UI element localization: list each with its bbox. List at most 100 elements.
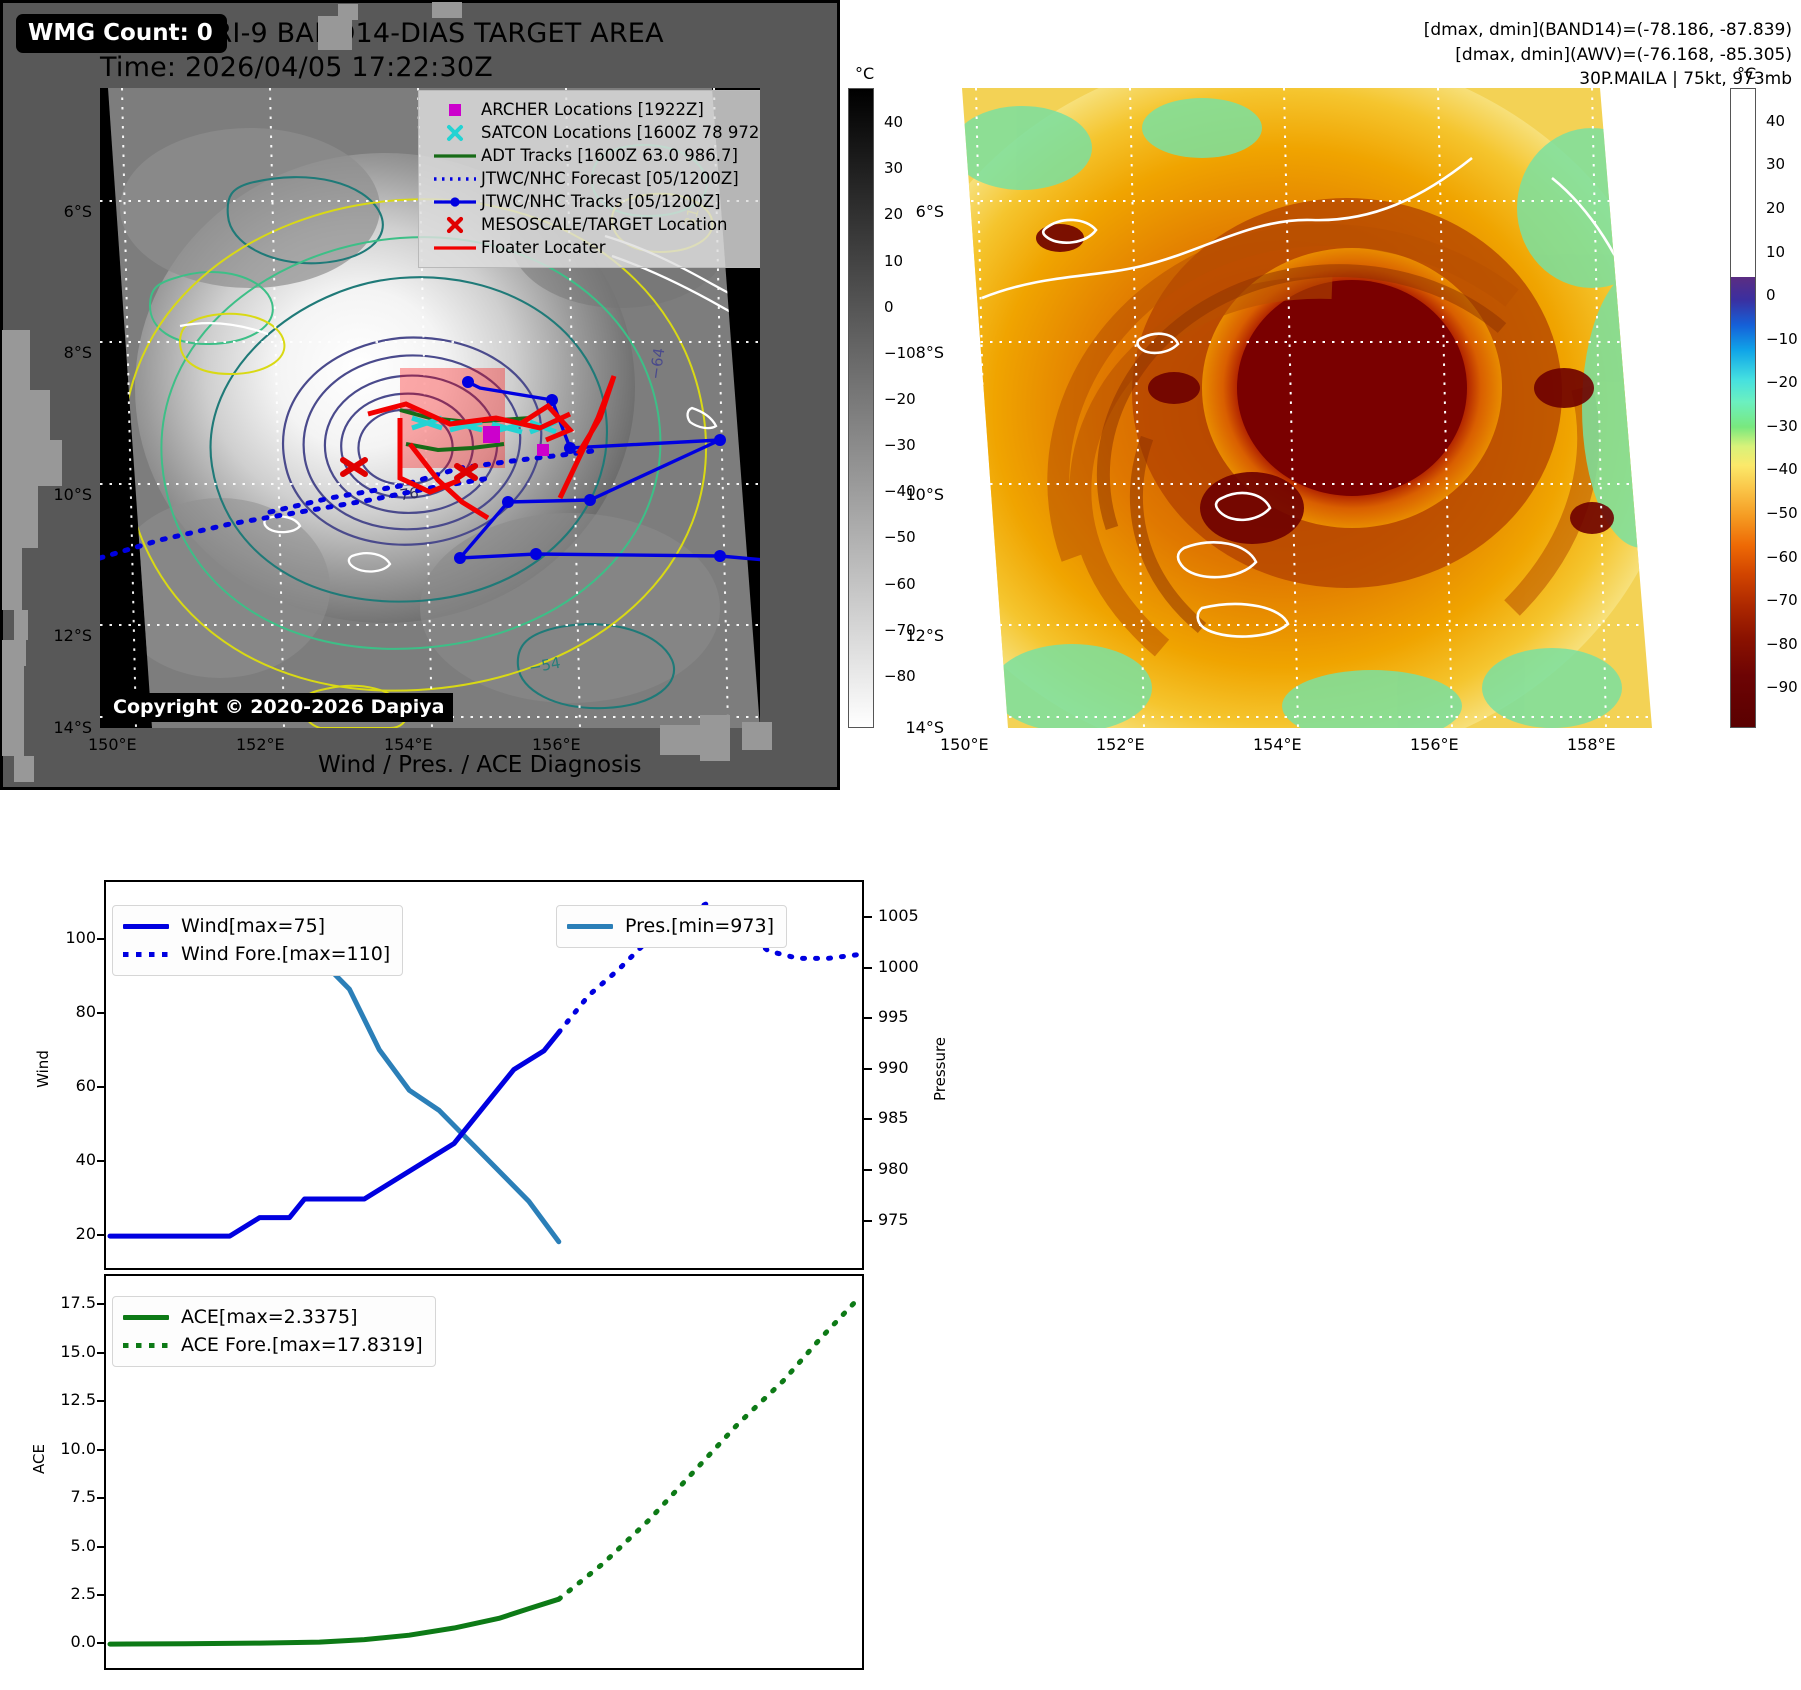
lon-tick: 158°E xyxy=(1567,735,1616,754)
colorbar-tick: −20 xyxy=(884,390,916,408)
x-marker-icon xyxy=(429,216,481,234)
colorbar-tick: −30 xyxy=(884,436,916,455)
x-marker-icon xyxy=(429,124,481,142)
ace-tick: 7.5 xyxy=(70,1487,96,1507)
solid-line-icon xyxy=(567,923,625,929)
wmg-cell xyxy=(2,548,22,610)
legend-label: Wind Fore.[max=110] xyxy=(181,942,391,965)
pressure-tick: 1005 xyxy=(878,906,919,926)
wind-tick: 80 xyxy=(75,1001,96,1021)
dmax-awv-text: [dmax, dmin](AWV)=(-76.168, -85.305) xyxy=(1455,44,1792,65)
lon-tick: 150°E xyxy=(88,735,137,754)
ace-tick: 2.5 xyxy=(70,1584,96,1604)
colorbar-tick: −30 xyxy=(1766,416,1798,435)
pressure-tick-mark xyxy=(864,966,872,969)
pressure-tick-mark xyxy=(864,1017,872,1020)
colorbar-tick: 20 xyxy=(1766,198,1786,217)
pressure-tick-mark xyxy=(864,1169,872,1172)
colorbar-tick: −40 xyxy=(884,482,916,501)
legend-label: ARCHER Locations [1922Z] xyxy=(481,99,704,119)
colorbar-tick: −70 xyxy=(1766,591,1798,610)
wmg-cell xyxy=(14,756,34,782)
pressure-tick: 1000 xyxy=(878,956,919,976)
colorbar-tick: 30 xyxy=(884,159,904,178)
wind-tick-mark xyxy=(97,1011,105,1014)
storm-id-text: 30P.MAILA | 75kt, 973mb xyxy=(1579,69,1792,90)
wmg-cell xyxy=(700,715,730,761)
lat-tick: 12°S xyxy=(905,626,944,645)
wind-tick: 60 xyxy=(75,1075,96,1095)
ace-chart-legend: ACE[max=2.3375] ACE Fore.[max=17.8319] xyxy=(112,1296,436,1367)
colorbar-tick: −20 xyxy=(1766,373,1798,392)
wind-tick-mark xyxy=(97,937,105,940)
colorbar-unit-right: °C xyxy=(1737,64,1757,83)
dotted-line-icon xyxy=(123,951,181,957)
dmax-band14-text: [dmax, dmin](BAND14)=(-78.186, -87.839) xyxy=(1423,20,1792,40)
colorbar-tick: 20 xyxy=(884,205,904,224)
legend-label: ACE Fore.[max=17.8319] xyxy=(181,1333,423,1356)
colorbar-tick: −50 xyxy=(1766,503,1798,522)
header-stats: [dmax, dmin](BAND14)=(-78.186, -87.839) … xyxy=(1092,18,1792,92)
pressure-tick: 985 xyxy=(878,1108,909,1128)
lat-tick: 6°S xyxy=(63,202,92,221)
enhanced-ir-map[interactable] xyxy=(952,88,1652,728)
band14-grayscale-map[interactable]: −76 −54 −64 31 xyxy=(100,88,760,728)
colorbar-unit-left: °C xyxy=(855,64,875,83)
ace-tick: 15.0 xyxy=(60,1341,96,1361)
legend-item-pressure: Pres.[min=973] xyxy=(567,912,774,940)
dotted-line-icon xyxy=(123,1342,181,1348)
page-timestamp: Time: 2026/04/05 17:22:30Z xyxy=(100,52,493,83)
colorbar-tick: −50 xyxy=(884,528,916,547)
colorbar-tick: 0 xyxy=(884,297,894,316)
solid-line-icon xyxy=(429,152,481,160)
wmg-cell xyxy=(2,440,62,486)
pressure-tick-mark xyxy=(864,1219,872,1222)
lat-tick: 8°S xyxy=(915,343,944,362)
solid-line-icon xyxy=(429,244,481,252)
archer-location-marker xyxy=(483,426,500,443)
legend-item-satcon: SATCON Locations [1600Z 78 972] xyxy=(429,121,760,144)
jtwc-track-points xyxy=(454,376,726,564)
pressure-tick-mark xyxy=(864,1067,872,1070)
colorbar-tick: 10 xyxy=(1766,242,1786,261)
legend-item-wind-forecast: Wind Fore.[max=110] xyxy=(123,940,390,968)
wmg-cell xyxy=(14,610,28,640)
wind-tick: 100 xyxy=(65,927,96,947)
colorbar-tick: −80 xyxy=(884,666,916,685)
wmg-cell xyxy=(2,666,24,756)
wmg-cell xyxy=(338,4,358,20)
lon-tick: 154°E xyxy=(384,735,433,754)
floater-locater-lines xyxy=(367,375,617,521)
wind-tick-mark xyxy=(97,1160,105,1163)
diagnosis-title: Wind / Pres. / ACE Diagnosis xyxy=(318,752,642,778)
colorbar-tick: 40 xyxy=(884,113,904,132)
colorbar-tick: 10 xyxy=(884,251,904,270)
lat-tick: 6°S xyxy=(915,202,944,221)
wind-tick-mark xyxy=(97,1085,105,1088)
lat-tick: 12°S xyxy=(53,626,92,645)
wmg-cell xyxy=(2,330,30,390)
contour-label: −54 xyxy=(528,654,562,677)
wmg-cell xyxy=(2,640,26,666)
colorbar-tick: −10 xyxy=(1766,329,1798,348)
wmg-cell xyxy=(660,725,700,755)
lon-tick: 154°E xyxy=(1253,735,1302,754)
legend-item-archer: ARCHER Locations [1922Z] xyxy=(429,98,760,121)
square-marker-icon xyxy=(429,102,481,118)
wind-tick: 20 xyxy=(75,1224,96,1244)
pressure-tick: 995 xyxy=(878,1007,909,1027)
wmg-cell xyxy=(2,390,50,440)
colorbar-tick: −60 xyxy=(884,574,916,593)
mesoscale-x-marker xyxy=(340,457,478,481)
legend-label: Wind[max=75] xyxy=(181,914,326,937)
colorbar-tick: −80 xyxy=(1766,634,1798,653)
wmg-cell xyxy=(318,16,352,50)
legend-item-jtwc-forecast: JTWC/NHC Forecast [05/1200Z] xyxy=(429,167,760,190)
ace-tick: 17.5 xyxy=(60,1293,96,1313)
legend-item-floater: Floater Locater xyxy=(429,236,760,259)
pressure-tick: 990 xyxy=(878,1057,909,1077)
legend-label: MESOSCALE/TARGET Location xyxy=(481,214,728,234)
ace-tick-mark xyxy=(97,1545,105,1548)
colorbar-tick: 40 xyxy=(1766,111,1786,130)
lat-tick: 14°S xyxy=(53,718,92,737)
